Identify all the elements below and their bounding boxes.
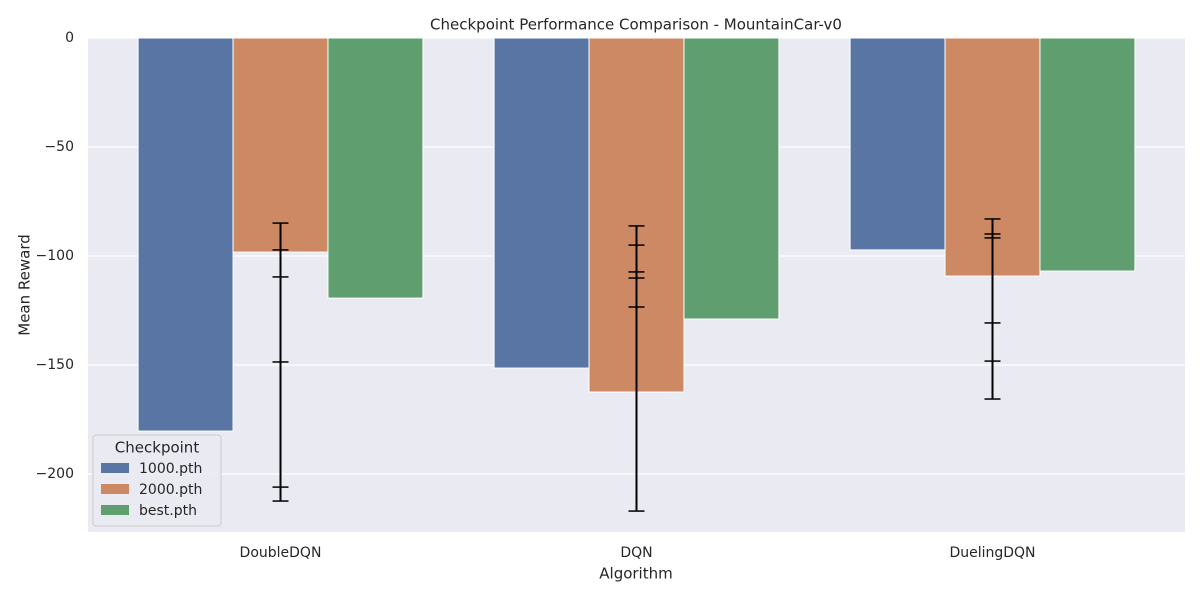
labels: −200 −150 −100 −50 0 DoubleDQN DQN DuelingDQN (36, 30, 1036, 561)
bars (137, 37, 1136, 432)
bar (327, 37, 424, 299)
bar (1039, 37, 1136, 272)
y-tick-label: −150 (36, 357, 74, 373)
x-tick-label: DQN (620, 545, 652, 561)
bar (232, 37, 329, 253)
y-axis-label: Mean Reward (16, 234, 34, 336)
legend: Checkpoint 1000.pth 2000.pth best.pth (92, 434, 222, 527)
bar (683, 37, 780, 320)
bar (493, 37, 590, 369)
legend-label: 1000.pth (139, 461, 202, 477)
y-tick-label: 0 (65, 30, 74, 46)
bar (849, 37, 946, 251)
legend-label: 2000.pth (139, 482, 202, 498)
legend-swatch (101, 484, 129, 494)
legend-swatch (101, 505, 129, 515)
y-tick-label: −50 (44, 139, 74, 155)
bar (137, 37, 234, 432)
y-tick-label: −100 (36, 248, 74, 264)
x-tick-label: DoubleDQN (240, 545, 322, 561)
y-tick-label: −200 (36, 466, 74, 482)
x-axis-label: Algorithm (599, 565, 672, 583)
legend-box (92, 434, 222, 527)
error-bars (272, 218, 1001, 512)
legend-title: Checkpoint (115, 439, 200, 457)
legend-swatch (101, 463, 129, 473)
legend-label: best.pth (139, 503, 197, 519)
chart-title: Checkpoint Performance Comparison - Moun… (430, 16, 842, 34)
x-tick-label: DuelingDQN (949, 545, 1035, 561)
